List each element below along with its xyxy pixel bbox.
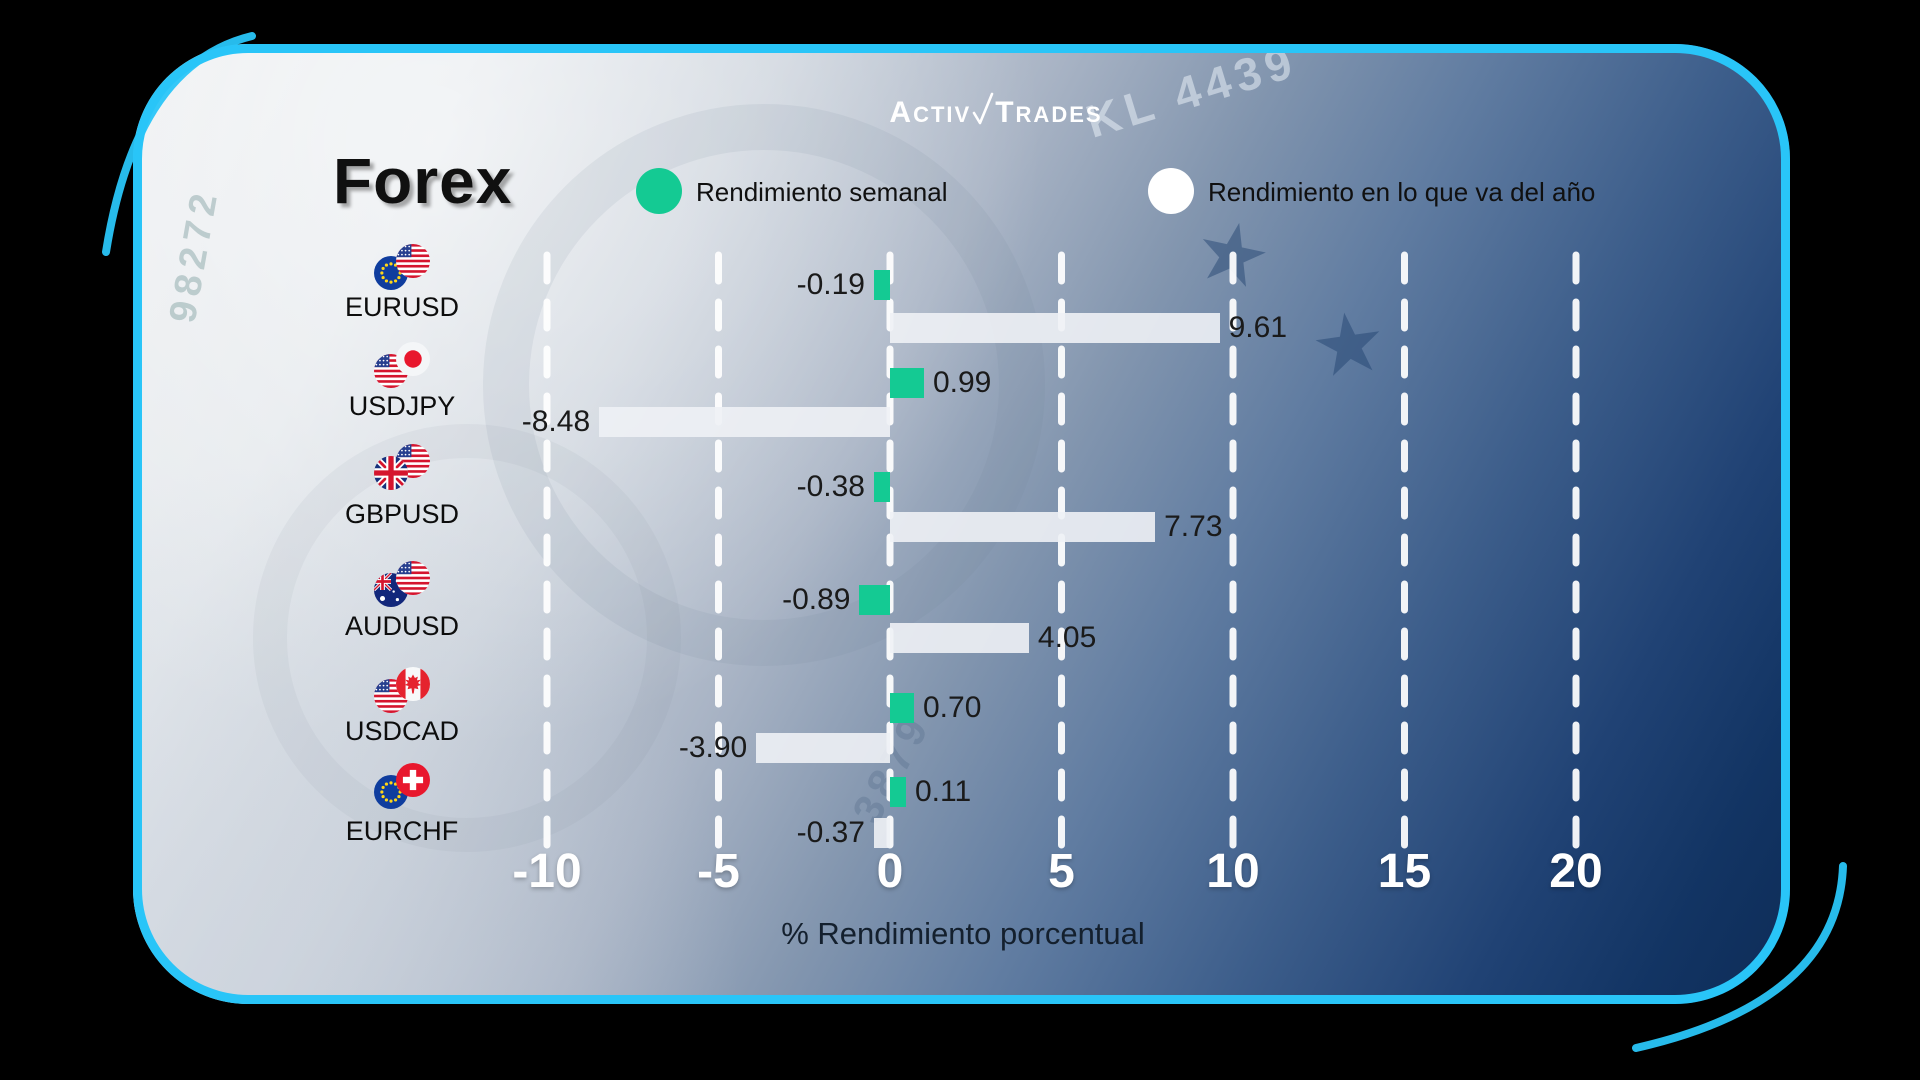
- bar-value-label: 9.61: [1228, 311, 1287, 344]
- x-axis-tick-label: 5: [1048, 845, 1075, 898]
- pair-label-EURUSD: EURUSD: [344, 292, 459, 322]
- pair-flags-EURCHF: [374, 763, 430, 809]
- us-flag-icon: [396, 561, 430, 595]
- ca-flag-icon: [396, 667, 430, 701]
- bar-value-label: -8.48: [521, 405, 591, 438]
- ch-flag-icon: [396, 763, 430, 797]
- pair-flags-USDJPY: [374, 342, 430, 388]
- bar-value-label: -0.19: [796, 268, 865, 301]
- x-axis-tick-label: -10: [512, 845, 582, 898]
- pair-label-AUDUSD: AUDUSD: [344, 611, 459, 641]
- pair-flags-AUDUSD: [374, 561, 430, 607]
- bar-value-label: -3.90: [678, 731, 748, 764]
- pair-label-GBPUSD: GBPUSD: [344, 499, 460, 529]
- gb-flag-icon: [374, 456, 408, 490]
- bar-value-label: 7.73: [1164, 510, 1223, 543]
- bar-weekly-USDJPY: [890, 368, 924, 398]
- chart-title: Forex: [333, 145, 513, 217]
- pair-label-USDJPY: USDJPY: [348, 391, 456, 421]
- x-axis-tick-label: 0: [876, 845, 904, 898]
- x-axis-tick-label: 20: [1549, 845, 1603, 898]
- logo-text-trades: Trades: [995, 96, 1103, 129]
- legend-label-ytd: Rendimiento en lo que va del año: [1208, 177, 1596, 207]
- logo-check-icon: [972, 92, 994, 125]
- x-axis-tick-label: 15: [1377, 845, 1432, 898]
- logo-text-activ: Activ: [889, 96, 972, 129]
- bar-value-label: 0.70: [923, 691, 982, 724]
- activtrades-logo: Activ Trades: [796, 92, 1196, 130]
- forex-performance-card: ★ ★ KL 4439 3879 98272 Activ Trades Forex…: [133, 44, 1790, 1004]
- bar-ytd-AUDUSD: [890, 623, 1029, 653]
- chart-gridlines: [543, 251, 1580, 849]
- bar-value-label: -0.37: [796, 816, 865, 849]
- x-axis-tick-label: -5: [697, 845, 740, 898]
- pair-flags-EURUSD: [374, 244, 430, 290]
- bar-ytd-EURCHF: [874, 818, 890, 848]
- bar-value-label: 4.05: [1037, 621, 1097, 654]
- x-axis-tick-label: 10: [1206, 845, 1260, 898]
- pair-label-EURCHF: EURCHF: [345, 816, 459, 846]
- bar-value-label: 0.99: [932, 366, 992, 399]
- legend-dot-ytd: [1148, 168, 1194, 214]
- pair-label-USDCAD: USDCAD: [344, 716, 459, 746]
- bar-weekly-AUDUSD: [859, 585, 890, 615]
- bar-ytd-GBPUSD: [890, 512, 1156, 542]
- pair-flags-GBPUSD: [374, 444, 430, 490]
- jp-flag-icon: [396, 342, 430, 376]
- x-axis-title: % Rendimiento porcentual: [781, 916, 1145, 951]
- bar-value-label: -0.38: [796, 470, 865, 503]
- pair-flags-USDCAD: [374, 667, 430, 713]
- bar-ytd-USDCAD: [756, 733, 890, 763]
- legend-dot-weekly: [636, 168, 682, 214]
- bar-weekly-EURUSD: [874, 270, 890, 300]
- us-flag-icon: [396, 244, 430, 278]
- legend-label-weekly: Rendimiento semanal: [696, 177, 948, 207]
- bar-weekly-GBPUSD: [874, 472, 890, 502]
- bar-ytd-EURUSD: [890, 313, 1220, 343]
- bar-value-label: 0.11: [915, 775, 972, 808]
- bar-ytd-USDJPY: [599, 407, 890, 437]
- bar-weekly-USDCAD: [890, 693, 914, 723]
- bar-weekly-EURCHF: [890, 777, 906, 807]
- bar-value-label: -0.89: [782, 583, 851, 616]
